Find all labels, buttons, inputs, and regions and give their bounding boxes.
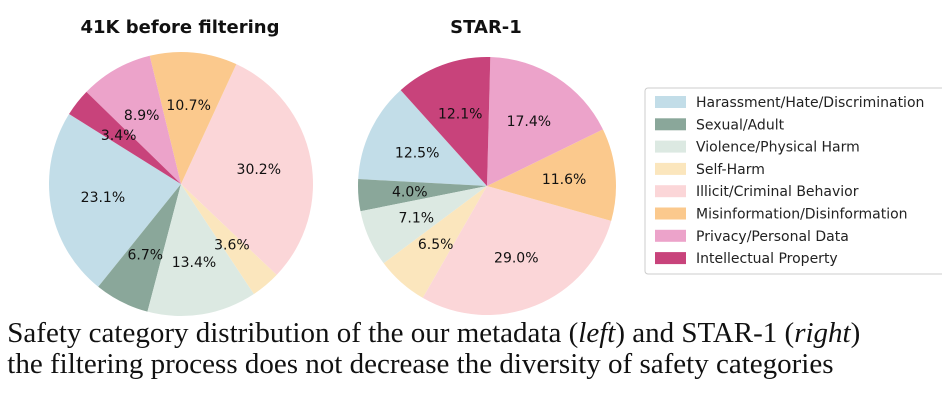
pie-slice-left-violence-physical-harm <box>147 184 254 317</box>
chart-title-left: 41K before filtering <box>81 17 280 38</box>
pie-label-right-illicit-criminal-behavior: 29.0% <box>494 251 538 267</box>
figure-canvas: 41K before filtering STAR-1 23.1% 6.7% 13.… <box>49 17 942 317</box>
pie-slice-left-privacy-personal-data <box>86 55 181 184</box>
pie-label-left-misinformation-disinformation: 10.7% <box>166 98 210 114</box>
pie-label-right-intellectual-property: 12.1% <box>438 106 482 122</box>
legend-label-harassment-hate-discrimination: Harassment/Hate/Discrimination <box>696 95 924 111</box>
pie-label-left-violence-physical-harm: 13.4% <box>172 255 216 271</box>
legend-label-privacy-personal-data: Privacy/Personal Data <box>696 229 849 245</box>
pie-slice-left-self-harm <box>181 184 277 295</box>
pie-slice-right-harassment-hate-discrimination <box>358 90 487 186</box>
pie-slice-right-illicit-criminal-behavior <box>422 186 612 316</box>
pie-label-left-self-harm: 3.6% <box>214 238 250 254</box>
legend-swatch-harassment-hate-discrimination <box>655 96 686 108</box>
pie-label-left-illicit-criminal-behavior: 30.2% <box>237 162 281 178</box>
legend-swatch-misinformation-disinformation <box>655 207 686 220</box>
caption-line-2: t the filtering process does not decreas… <box>0 348 834 380</box>
pie-label-right-harassment-hate-discrimination: 12.5% <box>395 146 439 162</box>
legend-swatch-illicit-criminal-behavior <box>655 185 686 198</box>
chart-title-right: STAR-1 <box>450 17 522 38</box>
legend-swatch-self-harm <box>655 162 686 175</box>
legend-swatch-privacy-personal-data <box>655 229 686 242</box>
caption-line-1: : Safety category distribution of the ou… <box>0 317 861 349</box>
legend-swatch-sexual-adult <box>655 118 686 131</box>
legend-swatch-violence-physical-harm <box>655 140 686 153</box>
legend-label-illicit-criminal-behavior: Illicit/Criminal Behavior <box>696 184 859 200</box>
pie-label-left-privacy-personal-data: 8.9% <box>124 108 160 124</box>
figure-caption: : Safety category distribution of the ou… <box>0 318 942 380</box>
pie-slice-left-illicit-criminal-behavior <box>181 64 314 275</box>
pie-label-right-self-harm: 6.5% <box>418 237 454 253</box>
pie-label-left-sexual-adult: 6.7% <box>128 248 164 264</box>
legend-frame <box>644 87 942 275</box>
pie-label-right-misinformation-disinformation: 11.6% <box>542 172 586 188</box>
pie-slice-right-sexual-adult <box>358 179 487 212</box>
pie-chart-left: 23.1% 6.7% 13.4%3.6% 30.2% 10.7% 8.9% 3.4% <box>49 52 314 317</box>
pie-slice-right-intellectual-property <box>400 56 491 187</box>
pie-slice-left-misinformation-disinformation <box>149 52 237 184</box>
pie-slice-left-sexual-adult <box>98 184 181 312</box>
legend: Harassment/Hate/Discrimination Sexual/Adu… <box>644 87 942 275</box>
pie-label-right-violence-physical-harm: 7.1% <box>399 211 435 227</box>
pie-label-right-sexual-adult: 4.0% <box>392 185 428 201</box>
legend-label-sexual-adult: Sexual/Adult <box>696 117 785 133</box>
legend-label-violence-physical-harm: Violence/Physical Harm <box>696 140 860 156</box>
pie-slice-right-misinformation-disinformation <box>487 129 616 221</box>
pie-slice-left-harassment-hate-discrimination <box>49 114 181 287</box>
legend-label-intellectual-property: Intellectual Property <box>696 251 838 267</box>
pie-slice-right-self-harm <box>383 186 487 298</box>
legend-label-misinformation-disinformation: Misinformation/Disinformation <box>696 207 908 223</box>
legend-swatch-intellectual-property <box>655 252 686 265</box>
pie-slice-right-violence-physical-harm <box>360 186 487 264</box>
legend-label-self-harm: Self-Harm <box>696 162 765 178</box>
pie-label-left-intellectual-property: 3.4% <box>101 128 137 144</box>
pie-chart-right: 12.5% 4.0% 7.1% 6.5% 29.0% 11.6% 17.4% 12.1% <box>358 56 616 316</box>
pie-slice-left-intellectual-property <box>69 91 181 184</box>
pie-label-left-harassment-hate-discrimination: 23.1% <box>81 190 125 206</box>
pie-label-right-privacy-personal-data: 17.4% <box>507 114 551 130</box>
pie-slice-right-privacy-personal-data <box>487 57 603 186</box>
